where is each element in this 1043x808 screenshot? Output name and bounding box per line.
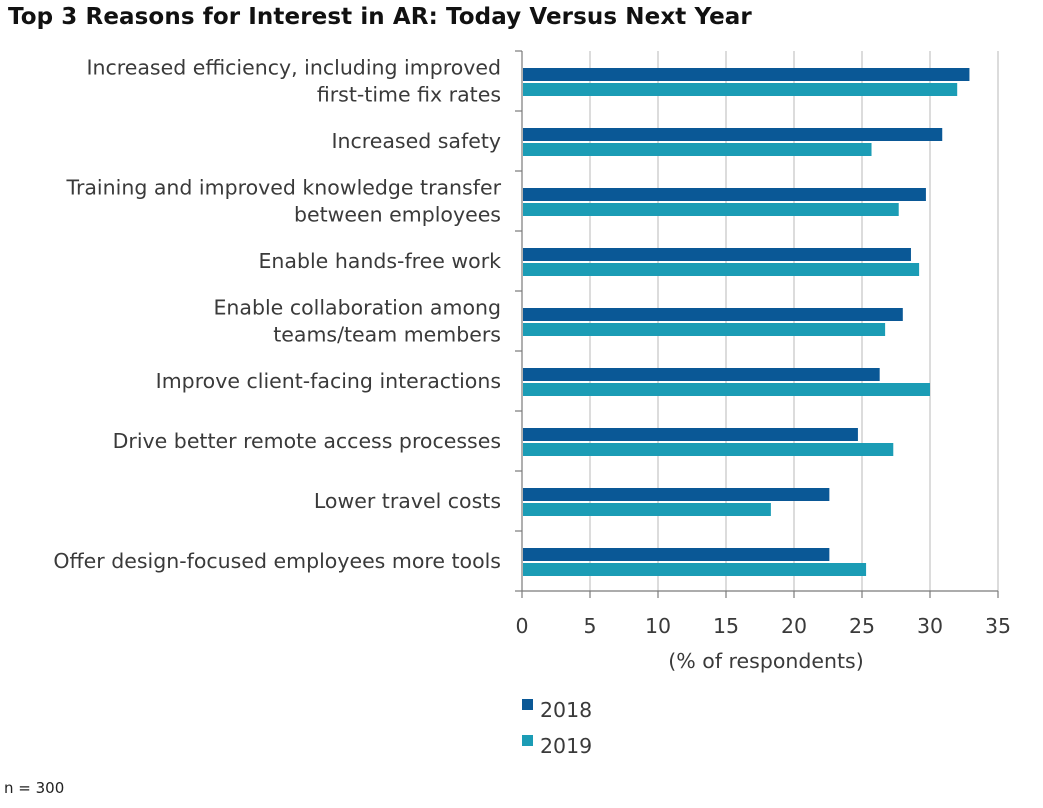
bar-2019	[523, 83, 958, 96]
legend-label-2018: 2018	[540, 698, 592, 722]
bar-2019	[523, 143, 872, 156]
legend-swatch-2019	[522, 735, 533, 746]
category-label: teams/team members	[273, 323, 501, 347]
x-tick-label: 10	[645, 614, 671, 638]
category-label: Drive better remote access processes	[113, 429, 501, 453]
x-tick-label: 0	[515, 614, 528, 638]
x-tick-labels: 0 5 10 15 20 25 30 35	[515, 614, 1011, 638]
bar-2018	[523, 368, 880, 381]
category-label: first-time fix rates	[317, 83, 501, 107]
category-label: Increased safety	[331, 129, 501, 153]
x-tick-label: 5	[583, 614, 596, 638]
x-tick-label: 20	[781, 614, 807, 638]
footnote: n = 300	[4, 779, 65, 797]
axes	[515, 50, 999, 598]
x-tick-label: 30	[917, 614, 943, 638]
bar-2019	[523, 503, 771, 516]
bar-2018	[523, 308, 903, 321]
legend-swatch-2018	[522, 699, 533, 710]
bar-2019	[523, 203, 899, 216]
bar-2019	[523, 263, 920, 276]
bar-2018	[523, 428, 858, 441]
category-label: Offer design-focused employees more tool…	[53, 549, 501, 573]
bar-2018	[523, 188, 926, 201]
bar-2019	[523, 323, 886, 336]
chart-title: Top 3 Reasons for Interest in AR: Today …	[8, 4, 752, 30]
category-label: between employees	[294, 203, 501, 227]
bar-2018	[523, 68, 970, 81]
bars	[523, 68, 970, 576]
category-labels: Increased efficiency, including improved…	[53, 56, 501, 574]
bar-2019	[523, 443, 894, 456]
category-label: Improve client-facing interactions	[156, 369, 501, 393]
bar-2019	[523, 383, 930, 396]
legend-label-2019: 2019	[540, 734, 592, 758]
bar-2018	[523, 248, 911, 261]
category-label: Enable collaboration among	[213, 296, 501, 320]
x-axis-title: (% of respondents)	[668, 649, 863, 673]
x-tick-label: 35	[985, 614, 1011, 638]
bar-2018	[523, 548, 830, 561]
x-tick-label: 25	[849, 614, 875, 638]
category-label: Increased efficiency, including improved	[86, 56, 501, 80]
x-tick-label: 15	[713, 614, 739, 638]
category-label: Training and improved knowledge transfer	[65, 176, 501, 200]
bar-2018	[523, 488, 830, 501]
bar-2018	[523, 128, 943, 141]
category-label: Lower travel costs	[314, 489, 501, 513]
legend: 2018 2019	[522, 698, 592, 758]
bar-2019	[523, 563, 867, 576]
category-label: Enable hands-free work	[258, 249, 501, 273]
